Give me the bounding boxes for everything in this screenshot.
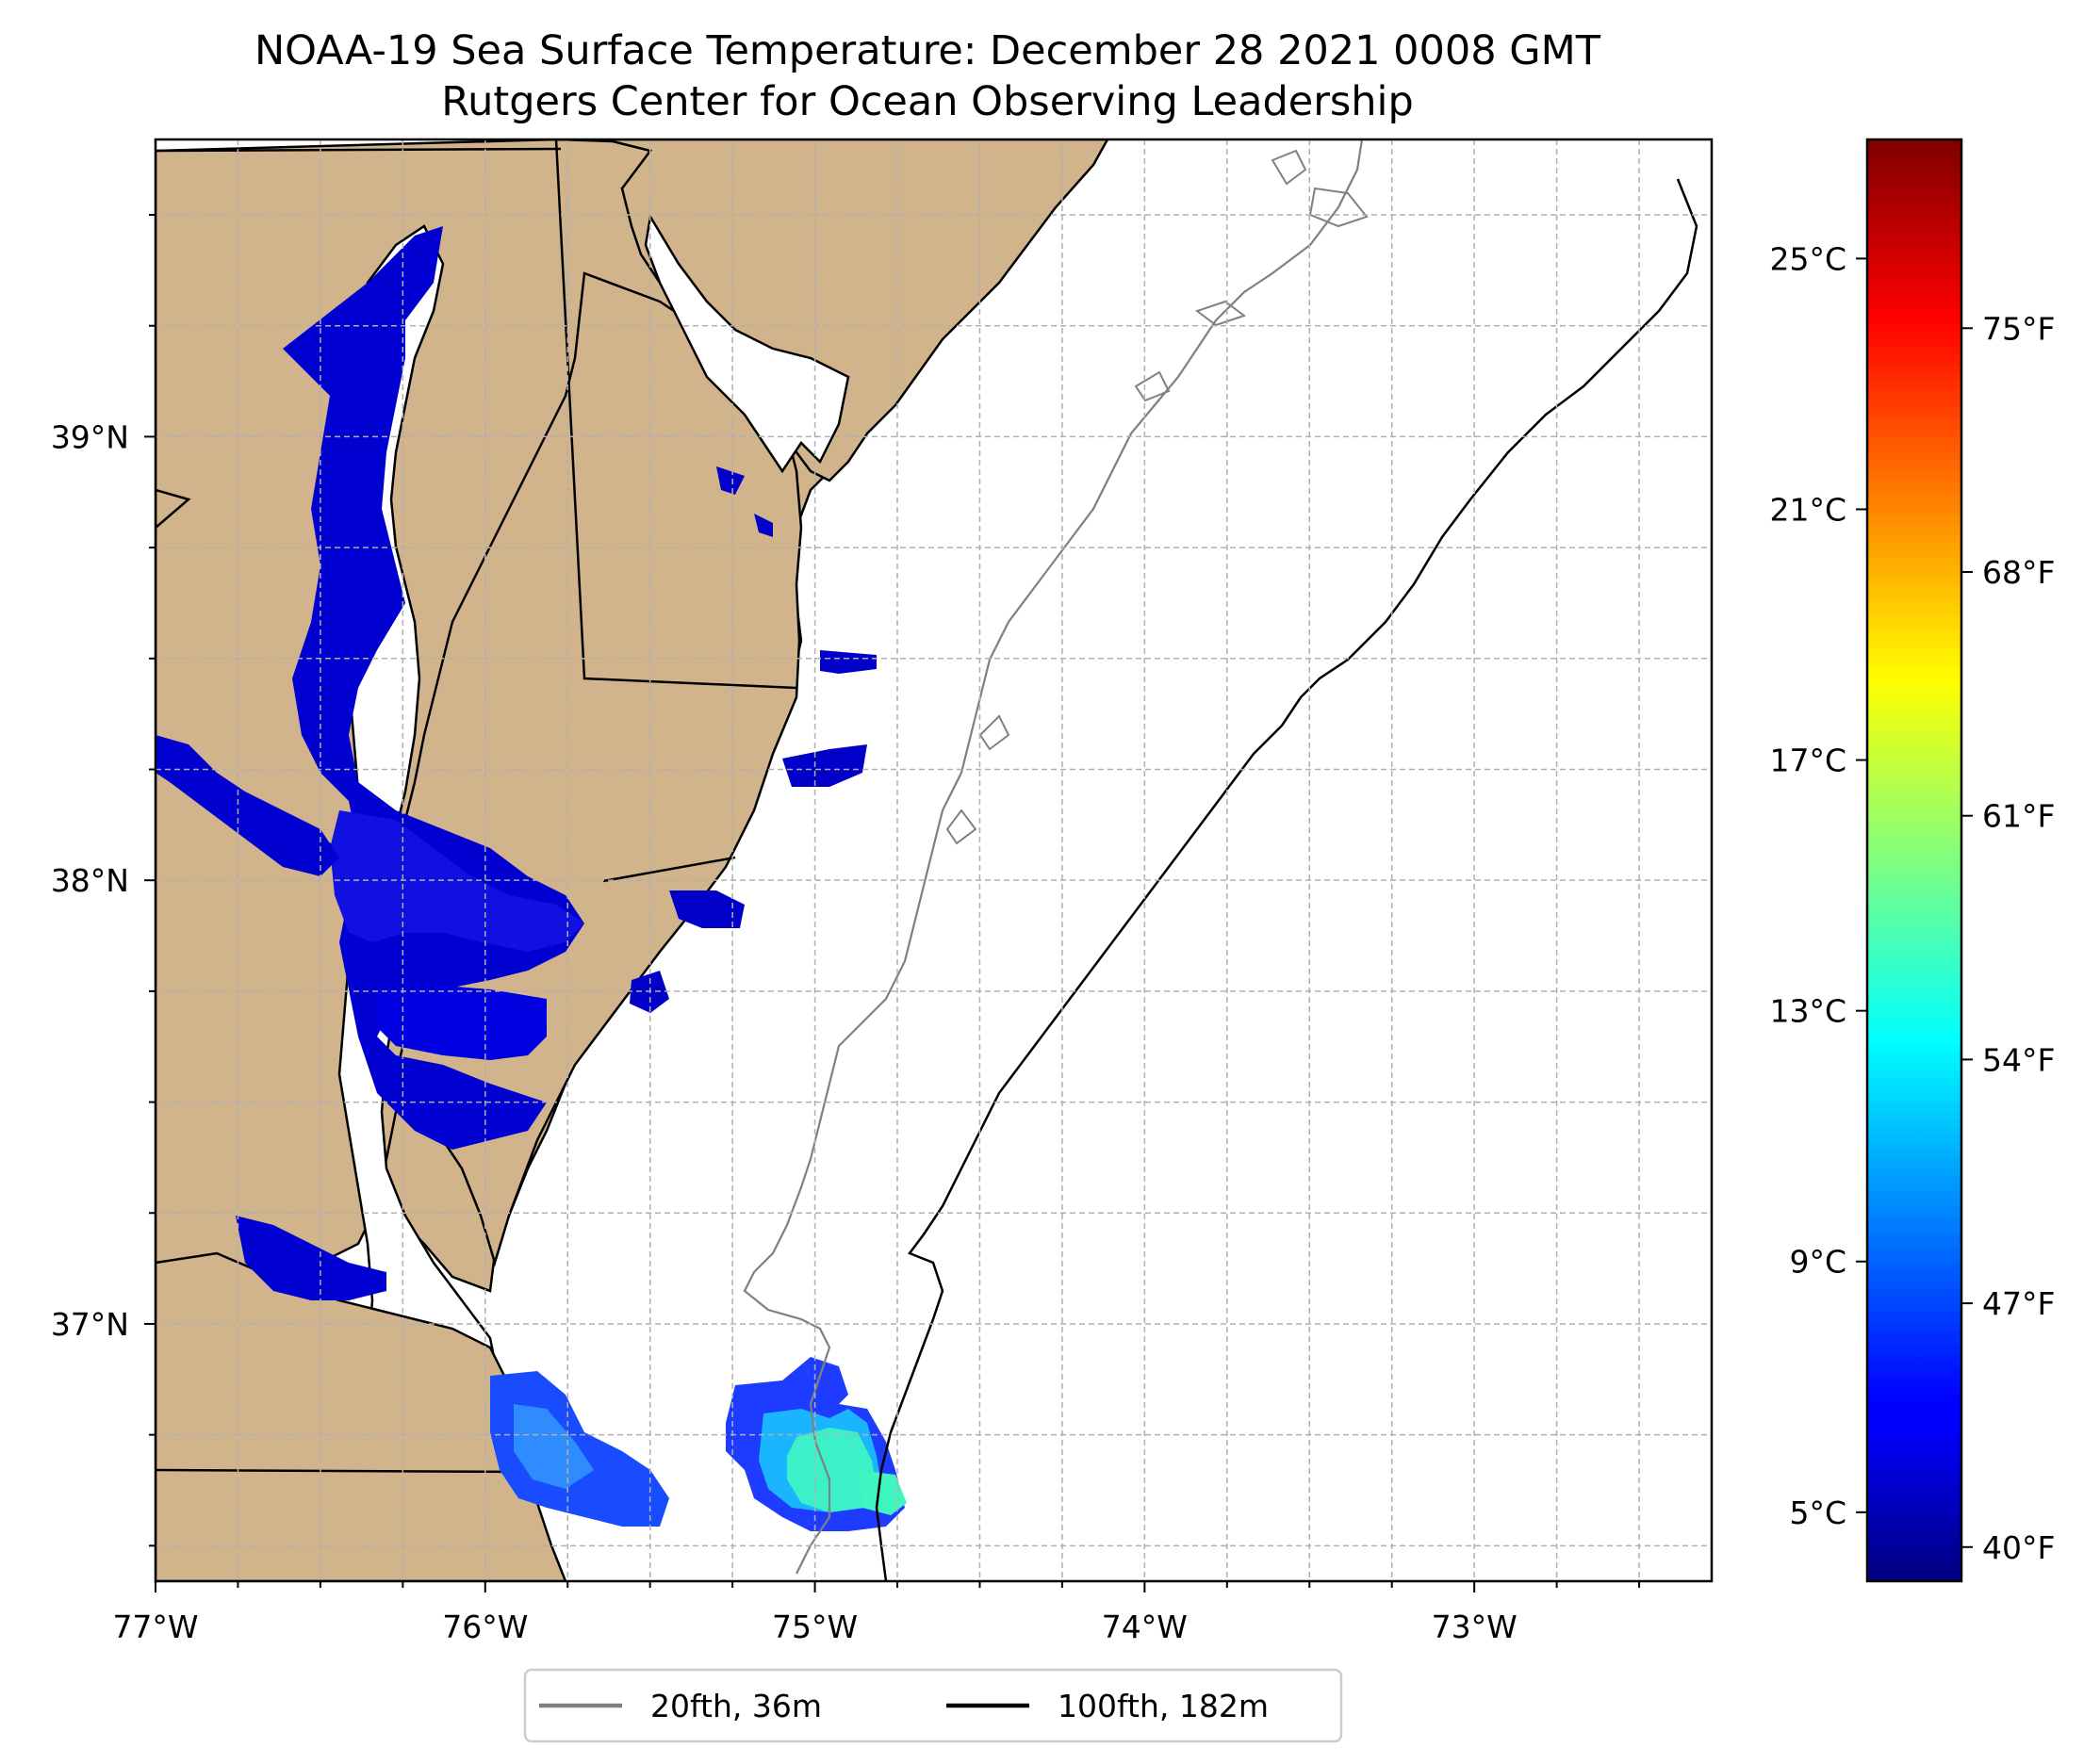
map-frame [154, 138, 1714, 1583]
state-border-pa-md [156, 147, 562, 153]
state-border-va-nc [156, 1468, 529, 1474]
legend-label-100fth: 100fth, 182m [1058, 1688, 1269, 1724]
sst-potomac [156, 735, 339, 876]
sst-offshore-patch-2 [782, 744, 867, 787]
lon-tick-label: 75°W [772, 1609, 858, 1645]
latitude-axis: 37°N 38°N 39°N [51, 214, 156, 1547]
contour-20fth-islands [945, 149, 1369, 845]
legend: 20fth, 36m 100fth, 182m [523, 1668, 1343, 1743]
colorbar-celsius-tick-label: 9°C [1789, 1244, 1846, 1281]
colorbar-fahrenheit-tick-label: 75°F [1982, 310, 2055, 347]
map-title: NOAA-19 Sea Surface Temperature: Decembe… [254, 27, 1601, 74]
land-new-jersey [555, 139, 1109, 482]
lat-tick-label: 38°N [51, 862, 129, 899]
sst-offshore-patch-5 [716, 466, 773, 537]
colorbar-fahrenheit-tick-label: 68°F [1982, 554, 2055, 591]
map-subtitle: Rutgers Center for Ocean Observing Leade… [441, 78, 1414, 125]
colorbar-fahrenheit-tick-label: 54°F [1982, 1041, 2055, 1078]
legend-box [523, 1668, 1343, 1743]
state-border-md-wv [156, 488, 191, 529]
state-border-md-va [602, 856, 736, 883]
colorbar-fahrenheit-tick-label: 61°F [1982, 798, 2055, 835]
lon-tick-label: 76°W [442, 1609, 528, 1645]
colorbar-fahrenheit-tick-label: 40°F [1982, 1529, 2055, 1566]
map-panel [154, 138, 1714, 1583]
sst-rappahannock [236, 1216, 386, 1300]
colorbar-gradient [1867, 139, 1961, 1581]
sst-lower-chesapeake [377, 985, 547, 1060]
colorbar-celsius-tick-label: 5°C [1789, 1494, 1846, 1531]
colorbar-celsius-tick-label: 25°C [1769, 240, 1846, 277]
colorbar-fahrenheit-axis: 40°F 47°F 54°F 61°F 68°F 75°F [1961, 310, 2055, 1566]
colorbar-celsius-tick-label: 13°C [1769, 993, 1846, 1030]
legend-label-20fth: 20fth, 36m [650, 1688, 822, 1724]
sst-offshore-warm-core [787, 1428, 877, 1512]
colorbar-celsius-tick-label: 17°C [1769, 743, 1846, 779]
sst-offshore-patch-1 [820, 650, 877, 674]
colorbar-fahrenheit-tick-label: 47°F [1982, 1285, 2055, 1322]
colorbar-celsius-axis: 5°C 9°C 13°C 17°C 21°C 25°C [1769, 240, 1867, 1531]
sst-offshore-patch-3 [669, 890, 745, 928]
contour-20fth [743, 139, 1364, 1575]
lon-tick-label: 77°W [112, 1609, 198, 1645]
lat-tick-label: 37°N [51, 1306, 129, 1343]
sst-offshore-warm-east [858, 1470, 907, 1515]
state-border-md-de [554, 139, 797, 690]
colorbar-celsius-tick-label: 21°C [1769, 491, 1846, 528]
colorbar: 5°C 9°C 13°C 17°C 21°C 25°C 40°F 47°F 54°F 61°F 6… [1769, 138, 2055, 1583]
water-delaware-bay [644, 213, 850, 474]
sst-nc-coast-patch-warm [514, 1404, 594, 1489]
sst-pixels [156, 226, 907, 1531]
sst-mid-chesapeake [330, 810, 584, 952]
contour-100fth [875, 178, 1698, 1581]
lon-tick-label: 73°W [1432, 1609, 1518, 1645]
lat-tick-label: 39°N [51, 418, 129, 455]
lon-tick-label: 74°W [1102, 1609, 1188, 1645]
gridlines [156, 139, 1712, 1581]
longitude-axis: 77°W 76°W 75°W 74°W 73°W [112, 1581, 1641, 1645]
colorbar-frame [1865, 138, 1963, 1583]
